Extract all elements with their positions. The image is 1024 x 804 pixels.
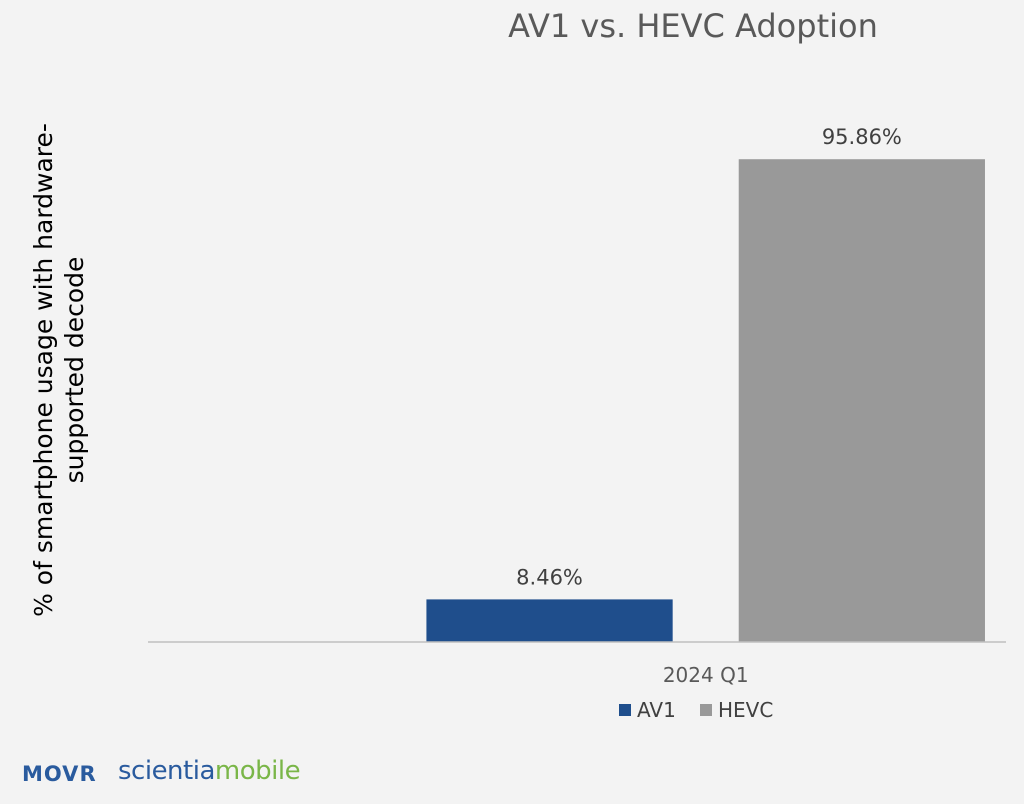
- logo-mobile-text: mobile: [214, 756, 301, 786]
- legend-swatch-av1: [619, 704, 631, 716]
- logo-scientia-text: scientia: [118, 756, 215, 786]
- legend: AV1 HEVC: [619, 698, 773, 722]
- bar-av1: [426, 599, 673, 642]
- y-axis-label-line-2: supported decode: [60, 257, 89, 484]
- movr-logo: MOVR: [22, 762, 97, 786]
- legend-label-av1: AV1: [637, 698, 676, 722]
- bars: 8.46% 95.86%: [426, 125, 985, 643]
- legend-label-hevc: HEVC: [718, 698, 773, 722]
- y-axis-label-line-1: % of smartphone usage with hardware-: [29, 123, 58, 617]
- bar-hevc: [738, 159, 985, 643]
- x-axis-ticks: 2024 Q1: [663, 663, 749, 687]
- legend-swatch-hevc: [700, 704, 712, 716]
- chart-title: AV1 vs. HEVC Adoption: [508, 7, 878, 45]
- scientiamobile-logo: scientiamobile: [118, 756, 301, 786]
- y-axis-label: % of smartphone usage with hardware- sup…: [29, 123, 89, 617]
- data-label-av1: 8.46%: [516, 565, 583, 589]
- data-label-hevc: 95.86%: [822, 125, 902, 149]
- x-tick-label: 2024 Q1: [663, 663, 749, 687]
